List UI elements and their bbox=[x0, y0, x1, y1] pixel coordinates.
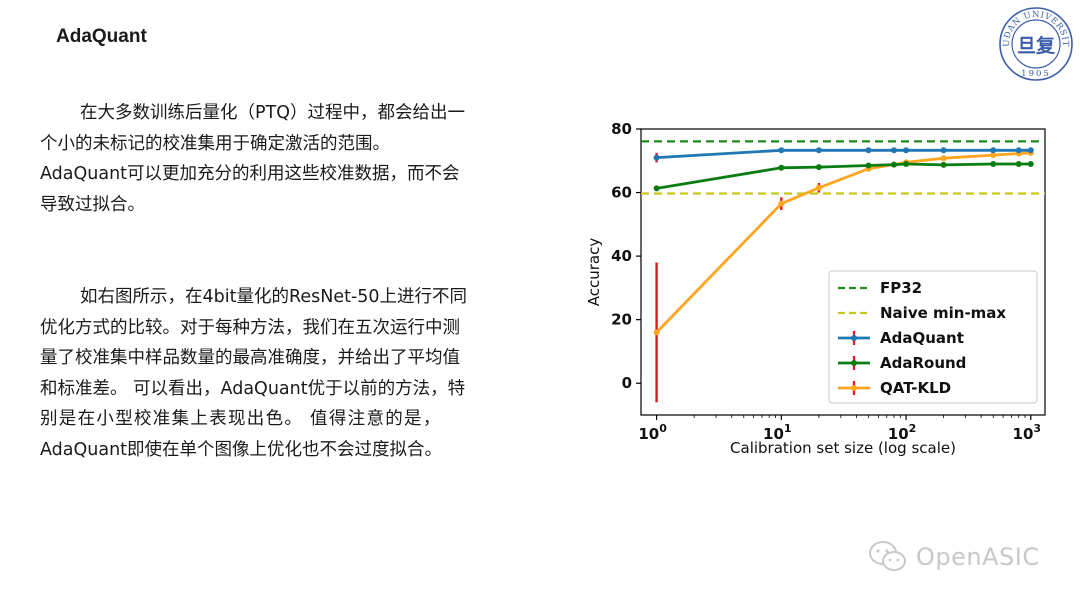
paragraph-line: 量了校准集中样品数量的最高准确度，并给出了平均值 bbox=[40, 348, 460, 368]
y-axis-label: Accuracy bbox=[585, 238, 603, 307]
data-point bbox=[990, 147, 997, 154]
chart-legend: FP32 Naive min-max AdaQuant AdaRound QAT-KLD bbox=[828, 270, 1038, 404]
paragraph-line: 在大多数训练后量化（PTQ）过程中，都会给出一 bbox=[80, 103, 466, 123]
data-point bbox=[815, 147, 822, 154]
data-point bbox=[865, 147, 872, 154]
reference-lines bbox=[641, 140, 1045, 195]
legend-label: AdaQuant bbox=[880, 329, 964, 347]
data-point bbox=[815, 184, 822, 191]
data-point bbox=[1015, 147, 1022, 154]
data-point bbox=[1027, 147, 1034, 154]
paragraph-line: 别是在小型校准集上表现出色。 值得注意的是， bbox=[40, 409, 442, 429]
data-point bbox=[653, 329, 660, 336]
legend-label: Naive min-max bbox=[880, 304, 1006, 322]
data-point bbox=[940, 155, 947, 162]
fudan-university-logo: FUDAN UNIVERSITY 旦复 1905 bbox=[998, 6, 1073, 81]
paragraph-line: 导致过拟合。 bbox=[40, 194, 145, 215]
legend-box bbox=[828, 270, 1038, 404]
x-tick-label: 100 bbox=[638, 422, 667, 443]
series-line bbox=[656, 148, 1031, 159]
legend-marker bbox=[851, 335, 857, 341]
data-point bbox=[990, 160, 997, 167]
x-tick-label: 103 bbox=[1013, 422, 1042, 443]
paragraph-line: 和标准差。 可以看出，AdaQuant优于以前的方法，特 bbox=[40, 378, 466, 399]
data-point bbox=[890, 147, 897, 154]
paragraph-line: 优化方式的比较。对于每种方法，我们在五次运行中测 bbox=[40, 317, 460, 338]
logo-center-glyph: 旦复 bbox=[1017, 34, 1056, 57]
paragraph-line: 个小的未标记的校准集用于确定激活的范围。 bbox=[40, 133, 390, 154]
legend-item: FP32 bbox=[838, 279, 922, 297]
data-point bbox=[903, 147, 910, 154]
data-point bbox=[990, 152, 997, 159]
y-tick-label: 60 bbox=[611, 184, 632, 202]
paragraph-line: AdaQuant即使在单个图像上优化也不会过度拟合。 bbox=[40, 439, 443, 460]
data-point bbox=[1027, 160, 1034, 167]
wechat-icon bbox=[869, 541, 906, 571]
watermark-text: OpenASIC bbox=[916, 543, 1040, 571]
legend-item: AdaQuant bbox=[838, 329, 964, 347]
series-adaquant bbox=[653, 147, 1034, 163]
data-point bbox=[778, 147, 785, 154]
data-point bbox=[865, 162, 872, 169]
data-point bbox=[778, 200, 785, 207]
legend-item: Naive min-max bbox=[838, 304, 1006, 322]
y-tick-label: 0 bbox=[622, 374, 632, 392]
data-point bbox=[653, 154, 660, 161]
series-layer bbox=[653, 147, 1034, 403]
data-point bbox=[1015, 160, 1022, 167]
openasic-watermark: OpenASIC bbox=[868, 540, 1040, 574]
data-point bbox=[815, 164, 822, 171]
logo-year: 1905 bbox=[1021, 69, 1051, 79]
paragraph-comparison: 如右图所示，在4bit量化的ResNet-50上进行不同 优化方式的比较。对于每… bbox=[40, 282, 538, 465]
data-point bbox=[940, 147, 947, 154]
data-point bbox=[940, 161, 947, 168]
y-tick-label: 80 bbox=[611, 120, 632, 138]
legend-item: QAT-KLD bbox=[838, 379, 951, 397]
series-adaround bbox=[653, 160, 1034, 192]
data-point bbox=[890, 161, 897, 168]
paragraph-intro: 在大多数训练后量化（PTQ）过程中，都会给出一 个小的未标记的校准集用于确定激活… bbox=[40, 98, 538, 220]
legend-item: AdaRound bbox=[838, 354, 966, 372]
x-axis-label: Calibration set size (log scale) bbox=[730, 439, 956, 457]
data-point bbox=[653, 185, 660, 192]
legend-marker bbox=[851, 360, 857, 366]
series-line bbox=[656, 162, 1031, 190]
paragraph-line: 如右图所示，在4bit量化的ResNet-50上进行不同 bbox=[80, 287, 468, 307]
data-point bbox=[903, 160, 910, 167]
data-point bbox=[778, 164, 785, 171]
y-tick-label: 40 bbox=[611, 247, 632, 265]
legend-label: FP32 bbox=[880, 279, 922, 297]
paragraph-line: AdaQuant可以更加充分的利用这些校准数据，而不会 bbox=[40, 164, 460, 184]
legend-label: QAT-KLD bbox=[880, 379, 951, 397]
legend-marker bbox=[851, 385, 857, 391]
y-tick-label: 20 bbox=[611, 311, 632, 329]
legend-label: AdaRound bbox=[880, 354, 966, 372]
slide-title: AdaQuant bbox=[56, 26, 147, 47]
